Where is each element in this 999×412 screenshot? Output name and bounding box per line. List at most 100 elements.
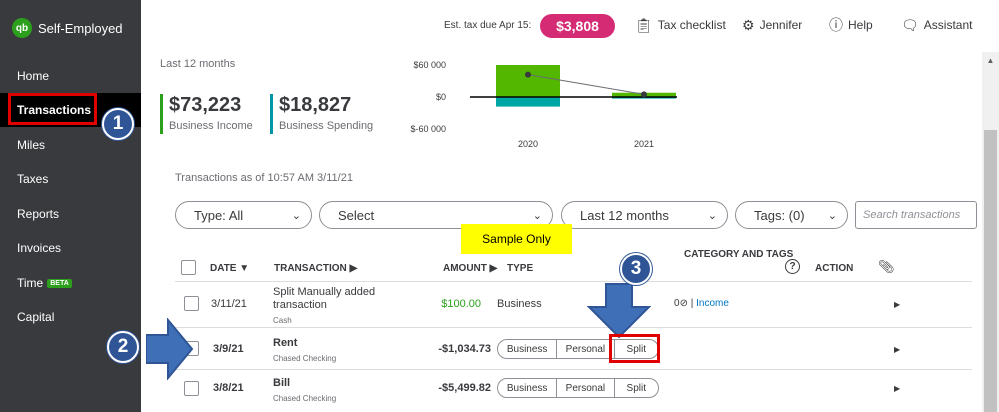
step-1-badge: 1 — [102, 108, 134, 140]
type-filter-value: Type: All — [194, 207, 244, 223]
tax-checklist-link[interactable]: 📋︎ Tax checklist — [635, 18, 726, 32]
tax-due-label: Est. tax due Apr 15: — [444, 20, 532, 31]
brand[interactable]: qb Self-Employed — [12, 18, 123, 38]
user-name: Jennifer — [759, 18, 803, 32]
paperclip-icon[interactable]: 📎︎ — [878, 259, 895, 274]
period-filter-dropdown[interactable]: Last 12 months ⌄ — [561, 201, 728, 229]
income-spending-chart: $60 000 $0 $-60 000 2020 2021 — [410, 60, 677, 149]
row-checkbox[interactable] — [184, 296, 199, 311]
expand-row-icon[interactable]: ▶ — [894, 345, 901, 354]
sidebar-item-label: Home — [17, 69, 50, 83]
expand-row-icon[interactable]: ▶ — [894, 384, 901, 393]
transactions-highlight-box — [8, 93, 97, 125]
business-income-value: $73,223 — [169, 94, 242, 116]
sidebar-item-label: Miles — [17, 138, 46, 152]
sidebar-item-invoices[interactable]: Invoices — [0, 231, 141, 265]
row-date: 3/9/21 — [213, 343, 244, 355]
type-option-personal[interactable]: Personal — [557, 340, 615, 358]
tags-filter-dropdown[interactable]: Tags: (0) ⌄ — [735, 201, 848, 229]
type-option-split[interactable]: Split — [626, 382, 646, 394]
sample-only-note: Sample Only — [461, 224, 572, 254]
sidebar-item-home[interactable]: Home — [0, 59, 141, 93]
business-income-kpi[interactable]: $73,223 Business Income — [160, 94, 253, 134]
date-header[interactable]: DATE ▼ — [210, 263, 249, 274]
row-checkbox[interactable] — [184, 381, 199, 396]
scroll-up-arrow-icon[interactable]: ▲ — [986, 55, 995, 65]
top-bar: Est. tax due Apr 15: $3,808 📋︎ Tax check… — [141, 0, 999, 52]
x-tick-label: 2021 — [634, 139, 654, 149]
y-tick-label: $0 — [436, 92, 446, 102]
row-category[interactable]: 0⊘ | Income — [674, 298, 729, 309]
sidebar-item-miles[interactable]: Miles — [0, 128, 141, 162]
period-filter-value: Last 12 months — [580, 207, 669, 223]
step-2-badge: 2 — [107, 331, 139, 363]
category-link[interactable]: Income — [696, 298, 729, 309]
sidebar-item-label: Taxes — [17, 172, 49, 186]
sidebar-item-label: Time — [17, 276, 44, 290]
sort-down-icon: ▼ — [239, 263, 250, 274]
tag-icon: ⊘ — [679, 298, 688, 309]
bar — [612, 97, 676, 99]
type-option-business[interactable]: Business — [498, 379, 558, 397]
type-option-split[interactable]: Split — [626, 343, 646, 355]
sidebar-item-time[interactable]: Time BETA — [0, 266, 141, 300]
split-highlight-box — [609, 334, 660, 363]
sidebar-item-label: Transactions — [17, 103, 92, 117]
brand-name: Self-Employed — [38, 20, 123, 36]
business-spending-kpi[interactable]: $18,827 Business Spending — [270, 94, 373, 134]
assistant-label: Assistant — [923, 18, 973, 32]
scrollbar-thumb[interactable] — [984, 130, 997, 412]
help-link[interactable]: ⓘ Help — [829, 18, 873, 32]
sort-right-icon: ▶ — [489, 263, 498, 274]
quickbooks-logo-icon: qb — [12, 18, 32, 38]
select-all-checkbox[interactable] — [181, 260, 196, 275]
header-divider — [175, 281, 972, 282]
type-segmented-control[interactable]: Business Personal Split — [497, 378, 659, 398]
sidebar-item-reports[interactable]: Reports — [0, 197, 141, 231]
y-tick-label: $60 000 — [413, 60, 446, 70]
row-divider — [175, 369, 972, 370]
row-amount: $100.00 — [441, 298, 481, 310]
sidebar-item-capital[interactable]: Capital — [0, 300, 141, 334]
row-divider — [175, 327, 972, 328]
amount-header[interactable]: AMOUNT ▶ — [443, 263, 497, 274]
row-date: 3/8/21 — [213, 382, 244, 394]
amount-header-label: AMOUNT — [443, 263, 487, 274]
row-account: Cash — [273, 316, 292, 325]
type-header: TYPE — [507, 263, 534, 274]
trend-line — [527, 74, 645, 95]
trend-point — [525, 71, 531, 78]
transaction-header[interactable]: TRANSACTION ▶ — [274, 263, 357, 274]
date-header-label: DATE — [210, 263, 237, 274]
question-circle-icon[interactable]: ? — [785, 259, 800, 274]
chevron-down-icon: ⌄ — [707, 209, 717, 222]
row-amount: -$1,034.73 — [438, 343, 491, 355]
assistant-link[interactable]: 🗨︎ Assistant — [901, 18, 972, 32]
type-option-personal[interactable]: Personal — [557, 379, 615, 397]
type-filter-dropdown[interactable]: Type: All ⌄ — [175, 201, 312, 229]
search-transactions-input[interactable]: Search transactions — [855, 201, 977, 229]
user-menu[interactable]: ⚙ Jennifer — [742, 18, 802, 32]
tax-checklist-label: Tax checklist — [657, 18, 726, 32]
row-type: Business — [497, 298, 542, 310]
sidebar-item-label: Reports — [17, 207, 60, 221]
bar — [496, 65, 560, 97]
row-title: Rent — [273, 337, 298, 349]
row-account: Chased Checking — [273, 354, 337, 363]
help-label: Help — [848, 18, 873, 32]
chevron-down-icon: ⌄ — [827, 209, 837, 222]
transaction-header-label: TRANSACTION — [274, 263, 347, 274]
clipboard-check-icon: 📋︎ — [635, 17, 653, 33]
expand-row-icon[interactable]: ▶ — [894, 300, 901, 309]
business-spending-label: Business Spending — [279, 120, 374, 132]
type-option-business[interactable]: Business — [498, 340, 558, 358]
step-3-badge: 3 — [620, 253, 652, 285]
row-title-line2: transaction — [273, 299, 327, 311]
row-title: Bill — [273, 377, 291, 389]
tax-due-amount-button[interactable]: $3,808 — [540, 14, 615, 38]
sidebar-item-label: Invoices — [17, 241, 62, 255]
sidebar-item-taxes[interactable]: Taxes — [0, 162, 141, 196]
beta-badge: BETA — [47, 278, 72, 288]
business-spending-value: $18,827 — [279, 94, 352, 116]
sidebar-item-label: Capital — [17, 310, 55, 324]
